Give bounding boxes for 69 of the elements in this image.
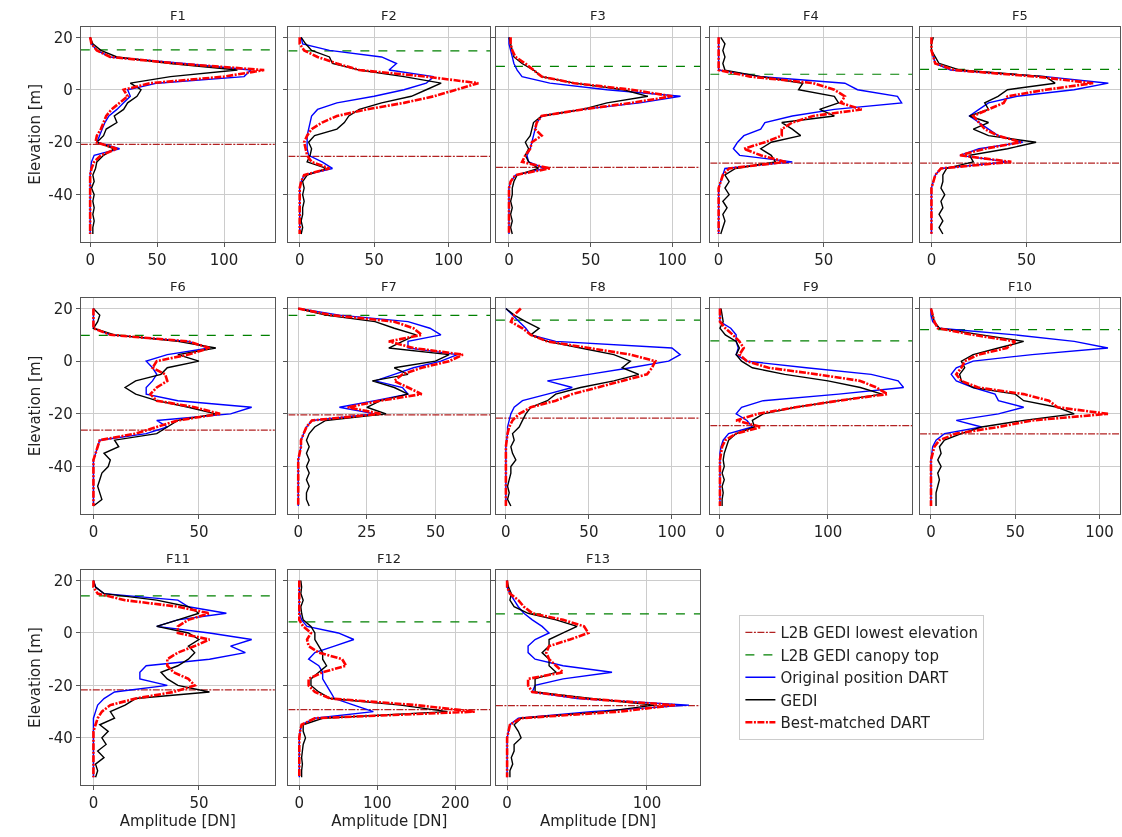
x-tick-label: 0 [926, 522, 936, 541]
x-tick-label: 50 [147, 250, 167, 269]
chart-title: F13 [586, 551, 611, 566]
x-tick-label: 100 [362, 794, 392, 813]
chart-title: F8 [590, 279, 606, 294]
y-tick-label: 20 [53, 299, 73, 318]
x-tick-label: 100 [1085, 522, 1114, 541]
x-tick-label: 0 [294, 794, 305, 813]
x-tick-label: 0 [294, 250, 305, 269]
y-tick-label: 0 [63, 352, 73, 371]
y-tick-label: -20 [48, 405, 73, 424]
legend-label: L2B GEDI lowest elevation [780, 624, 978, 643]
x-tick-label: 50 [189, 522, 209, 541]
y-tick-label: 0 [63, 80, 73, 99]
legend-label: GEDI [780, 691, 818, 710]
x-tick-label: 50 [1017, 250, 1037, 269]
x-tick-label: 100 [209, 250, 239, 269]
x-axis-title: Amplitude [DN] [539, 812, 657, 831]
y-tick-label: 20 [53, 571, 73, 590]
x-tick-label: 25 [357, 522, 377, 541]
x-tick-label: 0 [293, 522, 304, 541]
x-tick-label: 0 [88, 794, 99, 813]
x-tick-label: 100 [657, 522, 687, 541]
chart-title: F5 [1012, 8, 1028, 23]
x-tick-label: 0 [926, 250, 937, 269]
chart-title: F10 [1008, 279, 1033, 294]
legend-label: Original position DART [780, 669, 949, 688]
x-tick-label: 0 [502, 794, 512, 813]
x-tick-label: 200 [440, 794, 470, 813]
y-tick-label: -40 [48, 457, 73, 476]
x-tick-label: 50 [1005, 522, 1025, 541]
x-tick-label: 0 [504, 250, 514, 269]
x-tick-label: 0 [85, 250, 95, 269]
x-tick-label: 100 [658, 250, 687, 269]
chart-title: F4 [803, 8, 819, 23]
x-tick-label: 0 [88, 522, 99, 541]
y-tick-label: -20 [48, 676, 73, 695]
chart-title: F12 [377, 551, 402, 566]
chart-title: F3 [590, 8, 606, 23]
x-tick-label: 100 [632, 794, 662, 813]
x-tick-label: 50 [425, 522, 445, 541]
y-tick-label: 20 [53, 28, 73, 47]
chart-title: F11 [166, 551, 191, 566]
x-tick-label: 50 [581, 250, 601, 269]
x-tick-label: 50 [364, 250, 384, 269]
x-tick-label: 50 [814, 250, 834, 269]
chart-title: F9 [803, 279, 819, 294]
x-axis-title: Amplitude [DN] [119, 812, 236, 831]
y-tick-label: -20 [48, 133, 73, 152]
x-axis-title: Amplitude [DN] [331, 812, 448, 831]
y-tick-label: -40 [48, 185, 73, 204]
y-tick-label: -40 [48, 729, 73, 748]
chart-title: F1 [170, 8, 186, 23]
x-tick-label: 0 [715, 522, 725, 541]
chart-title: F2 [381, 8, 397, 23]
y-axis-title: Elevation [m] [25, 83, 44, 185]
chart-title: F7 [381, 279, 397, 294]
y-tick-label: 0 [63, 624, 73, 643]
chart-title: F6 [170, 279, 186, 294]
x-tick-label: 0 [501, 522, 511, 541]
x-tick-label: 50 [189, 794, 209, 813]
legend-label: Best-matched DART [780, 714, 931, 733]
y-axis-title: Elevation [m] [25, 627, 44, 728]
x-tick-label: 100 [434, 250, 463, 269]
x-tick-label: 50 [579, 522, 599, 541]
x-tick-label: 0 [713, 250, 724, 269]
x-tick-label: 100 [813, 522, 843, 541]
legend-label: L2B GEDI canopy top [780, 646, 940, 665]
y-axis-title: Elevation [m] [25, 355, 44, 457]
